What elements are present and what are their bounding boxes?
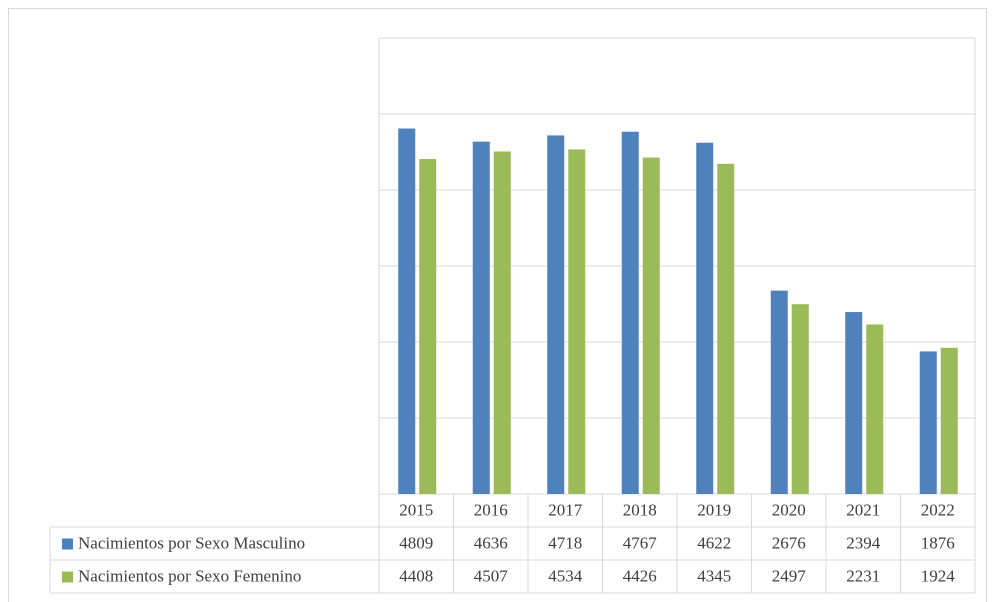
table-value: 2676 bbox=[772, 533, 806, 552]
bar bbox=[770, 290, 788, 494]
table-value: 4345 bbox=[697, 566, 731, 585]
table-value: 4534 bbox=[548, 566, 583, 585]
bar bbox=[791, 304, 809, 494]
x-tick-label: 2022 bbox=[921, 500, 955, 519]
table-value: 4426 bbox=[623, 566, 657, 585]
bar bbox=[547, 135, 565, 494]
table-value: 4767 bbox=[623, 533, 658, 552]
table-value: 1924 bbox=[921, 566, 956, 585]
bar bbox=[866, 324, 884, 494]
bar bbox=[472, 141, 490, 494]
x-tick-label: 2021 bbox=[846, 500, 880, 519]
bar bbox=[419, 158, 437, 494]
table-value: 2231 bbox=[846, 566, 880, 585]
table-value: 4718 bbox=[548, 533, 582, 552]
table-value: 4507 bbox=[474, 566, 509, 585]
x-tick-label: 2019 bbox=[697, 500, 731, 519]
legend-swatch bbox=[62, 538, 73, 550]
bar bbox=[919, 351, 937, 494]
table-value: 2497 bbox=[772, 566, 807, 585]
x-tick-label: 2020 bbox=[772, 500, 806, 519]
legend-swatch bbox=[62, 571, 73, 583]
bar bbox=[568, 149, 586, 494]
bar bbox=[621, 131, 639, 494]
bar bbox=[845, 312, 863, 494]
x-tick-label: 2015 bbox=[399, 500, 433, 519]
table-value: 1876 bbox=[921, 533, 955, 552]
x-tick-label: 2016 bbox=[474, 500, 508, 519]
legend-label: Nacimientos por Sexo Femenino bbox=[78, 566, 301, 585]
table-value: 4636 bbox=[474, 533, 508, 552]
bar bbox=[398, 128, 416, 495]
x-tick-label: 2018 bbox=[623, 500, 657, 519]
table-value: 2394 bbox=[846, 533, 881, 552]
table-value: 4809 bbox=[399, 533, 433, 552]
bar bbox=[940, 347, 958, 494]
bar bbox=[642, 157, 660, 494]
bar bbox=[493, 151, 511, 494]
bar bbox=[696, 142, 714, 494]
table-value: 4622 bbox=[697, 533, 731, 552]
x-tick-label: 2017 bbox=[548, 500, 583, 519]
legend-label: Nacimientos por Sexo Masculino bbox=[78, 533, 305, 552]
bar bbox=[717, 163, 735, 494]
table-value: 4408 bbox=[399, 566, 433, 585]
